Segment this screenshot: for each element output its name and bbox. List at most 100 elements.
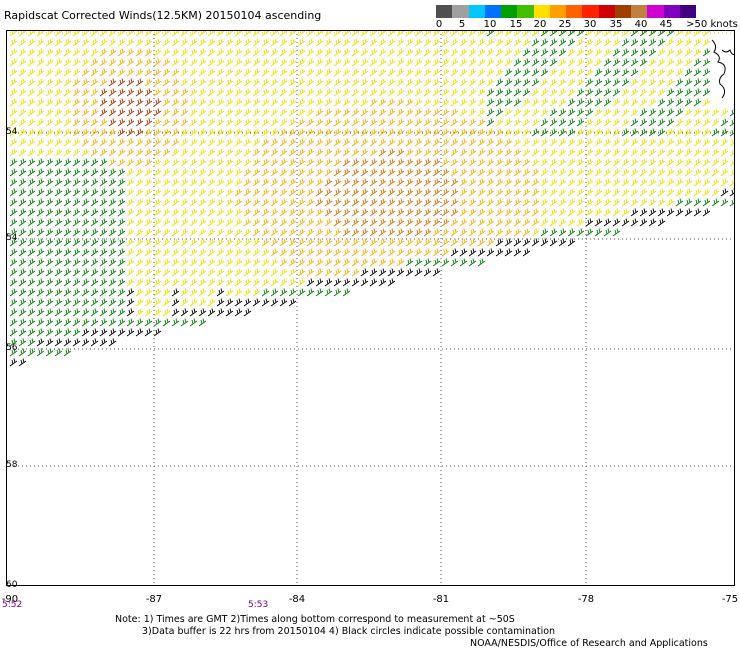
wind-barb bbox=[333, 128, 342, 137]
wind-barb bbox=[9, 218, 18, 227]
wind-barb bbox=[252, 118, 261, 127]
wind-barb bbox=[90, 138, 99, 147]
wind-barb bbox=[414, 158, 423, 167]
wind-barb bbox=[171, 48, 180, 57]
wind-barb bbox=[396, 218, 405, 227]
wind-barb bbox=[531, 148, 540, 157]
wind-barb bbox=[612, 68, 621, 77]
wind-barb bbox=[234, 98, 243, 107]
wind-barb bbox=[162, 128, 171, 137]
wind-barb bbox=[540, 118, 549, 127]
wind-barb bbox=[108, 98, 117, 107]
wind-barb bbox=[549, 88, 558, 97]
wind-barb bbox=[585, 68, 594, 77]
wind-barb bbox=[180, 68, 189, 77]
wind-barb bbox=[693, 178, 702, 187]
wind-barb bbox=[549, 68, 558, 77]
wind-barb bbox=[261, 148, 270, 157]
wind-barb bbox=[576, 118, 585, 127]
wind-barb bbox=[252, 148, 261, 157]
wind-barb bbox=[288, 178, 297, 187]
wind-barb bbox=[477, 198, 486, 207]
wind-barb bbox=[558, 48, 567, 57]
wind-barb bbox=[54, 138, 63, 147]
wind-barb bbox=[72, 228, 81, 237]
wind-barb bbox=[171, 168, 180, 177]
wind-barb bbox=[585, 208, 594, 217]
wind-barb bbox=[135, 88, 144, 97]
wind-barb bbox=[468, 128, 477, 137]
wind-barb bbox=[252, 138, 261, 147]
wind-barb bbox=[90, 78, 99, 87]
wind-barb bbox=[504, 78, 513, 87]
wind-barb bbox=[117, 108, 126, 117]
wind-barb bbox=[189, 208, 198, 217]
wind-barb bbox=[675, 188, 684, 197]
wind-barb bbox=[576, 38, 585, 47]
wind-barb bbox=[36, 108, 45, 117]
wind-barb bbox=[702, 128, 711, 137]
wind-barb bbox=[396, 238, 405, 247]
wind-barb bbox=[414, 38, 423, 47]
wind-barb bbox=[342, 198, 351, 207]
wind-barb bbox=[99, 128, 108, 137]
wind-barb bbox=[9, 38, 18, 47]
wind-barb bbox=[171, 208, 180, 217]
wind-barb bbox=[108, 128, 117, 137]
wind-barb bbox=[225, 248, 234, 257]
wind-barb bbox=[18, 108, 27, 117]
wind-barb bbox=[702, 178, 711, 187]
wind-barb bbox=[279, 118, 288, 127]
wind-barb bbox=[360, 248, 369, 257]
wind-barb bbox=[423, 218, 432, 227]
wind-barb bbox=[171, 98, 180, 107]
wind-barb bbox=[81, 108, 90, 117]
wind-barb bbox=[279, 178, 288, 187]
wind-barb bbox=[459, 228, 468, 237]
wind-barb bbox=[108, 198, 117, 207]
wind-barb bbox=[324, 98, 333, 107]
wind-barb bbox=[18, 118, 27, 127]
wind-barb bbox=[288, 118, 297, 127]
wind-barb bbox=[270, 58, 279, 67]
wind-barb bbox=[477, 88, 486, 97]
wind-barb bbox=[423, 58, 432, 67]
wind-barb bbox=[207, 128, 216, 137]
wind-barb bbox=[360, 208, 369, 217]
wind-barb bbox=[657, 178, 666, 187]
wind-barb bbox=[423, 38, 432, 47]
wind-barb bbox=[117, 138, 126, 147]
wind-barb bbox=[513, 68, 522, 77]
wind-barb bbox=[333, 208, 342, 217]
wind-barb bbox=[117, 118, 126, 127]
wind-barb bbox=[396, 198, 405, 207]
wind-barb bbox=[639, 128, 648, 137]
wind-barb bbox=[306, 88, 315, 97]
wind-barb bbox=[675, 38, 684, 47]
wind-barb bbox=[387, 168, 396, 177]
wind-barb bbox=[648, 188, 657, 197]
wind-barb bbox=[621, 48, 630, 57]
wind-barb bbox=[135, 48, 144, 57]
wind-barb bbox=[72, 188, 81, 197]
wind-barb bbox=[153, 78, 162, 87]
wind-barb bbox=[189, 218, 198, 227]
wind-barb bbox=[432, 218, 441, 227]
wind-barb bbox=[108, 218, 117, 227]
wind-barb bbox=[693, 118, 702, 127]
wind-barb bbox=[612, 218, 621, 227]
wind-barb bbox=[477, 238, 486, 247]
wind-barb bbox=[504, 208, 513, 217]
wind-barb bbox=[297, 168, 306, 177]
wind-barb bbox=[396, 138, 405, 147]
wind-barb bbox=[261, 208, 270, 217]
wind-barb bbox=[432, 168, 441, 177]
wind-barb bbox=[63, 178, 72, 187]
wind-barb bbox=[414, 248, 423, 257]
wind-barb bbox=[459, 178, 468, 187]
wind-barb bbox=[315, 248, 324, 257]
wind-barb bbox=[261, 108, 270, 117]
wind-barb bbox=[72, 48, 81, 57]
wind-barb bbox=[684, 158, 693, 167]
wind-barb bbox=[315, 78, 324, 87]
